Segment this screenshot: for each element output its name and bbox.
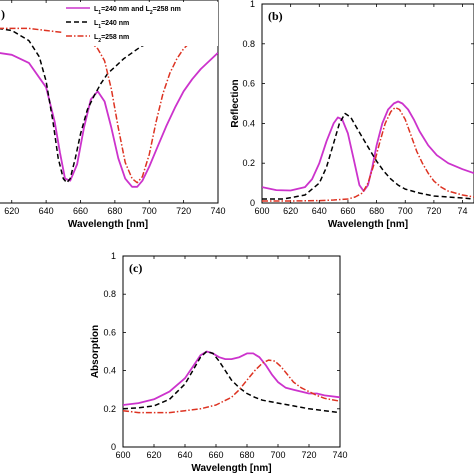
x-tick-label: 660 (340, 206, 355, 216)
y-tick-label: 1 (111, 251, 116, 261)
y-axis-label: Reflection (230, 79, 241, 127)
x-tick-label: 720 (426, 206, 441, 216)
series-line-2 (123, 359, 340, 414)
y-tick-label: 0.6 (103, 327, 116, 337)
x-tick-label: 74 (458, 206, 468, 216)
panel-b: 600 620 640 660 680 700 720 7400.20.40.60.81Wav… (230, 0, 474, 230)
y-axis-label: Absorption (90, 325, 101, 378)
series-line-2 (262, 106, 474, 202)
panel-a: 620 640 660 680 700 720 740 Wavelength [nm]) L1=… (0, 0, 226, 230)
x-tick-label: 740 (210, 206, 225, 216)
x-tick-label: 640 (177, 450, 192, 460)
x-tick-label: 680 (239, 450, 254, 460)
x-tick-label: 640 (312, 206, 327, 216)
x-tick-label: 620 (146, 450, 161, 460)
axes-frame (0, 0, 219, 204)
series-line-1 (262, 112, 474, 200)
x-tick-label: 600 (254, 206, 269, 216)
x-tick-label: 720 (301, 450, 316, 460)
legend-entry-0: L1=240 nm and L2=258 nm (94, 6, 181, 16)
x-tick-label: 700 (270, 450, 285, 460)
panel-c: 600 620 640 660 680 700 720 740 0 0.2 0.4 0.6 0.8 1 Wa… (90, 251, 348, 474)
x-axis-label: Wavelength [nm] (191, 463, 271, 474)
axes-frame (122, 255, 341, 448)
x-tick-label: 660 (208, 450, 223, 460)
series-line-1 (0, 25, 218, 184)
y-tick-label: 0.2 (242, 158, 255, 168)
y-tick-label: 0.4 (242, 118, 255, 128)
x-tick-label: 700 (398, 206, 413, 216)
series-line-0 (123, 350, 340, 406)
x-tick-label: 660 (73, 206, 88, 216)
x-axis-label: Wavelength [nm] (68, 219, 148, 230)
legend-entry-2: L2=258 nm (94, 34, 129, 44)
legend: L1=240 nm and L2=258 nm L1=240 nm L2=258 n… (62, 2, 218, 46)
y-tick-label: 1 (250, 0, 255, 9)
x-tick-label: 620 (4, 206, 19, 216)
panel-label: (b) (268, 9, 283, 23)
y-tick-label: 0.4 (103, 366, 116, 376)
x-tick-label: 600 (115, 450, 130, 460)
x-tick-label: 680 (107, 206, 122, 216)
axes-frame (261, 3, 474, 204)
y-tick-label: 0 (111, 442, 116, 452)
x-tick-label: 740 (332, 450, 347, 460)
x-tick-label: 720 (176, 206, 191, 216)
series-line-1 (123, 350, 340, 414)
series-line-2 (0, 27, 218, 184)
series-line-0 (0, 52, 218, 188)
x-axis-label: Wavelength [nm] (328, 219, 408, 230)
x-tick-label: 640 (39, 206, 54, 216)
x-tick-label: 680 (369, 206, 384, 216)
y-tick-label: 0.2 (103, 404, 116, 414)
y-tick-label: 0.6 (242, 79, 255, 89)
y-tick-label: 0 (250, 198, 255, 208)
x-tick-label: 700 (142, 206, 157, 216)
legend-entry-1: L1=240 nm (94, 20, 129, 30)
y-tick-label: 0.8 (103, 289, 116, 299)
x-tick-label: 620 (283, 206, 298, 216)
y-tick-label: 0.8 (242, 39, 255, 49)
panel-label-fragment: ) (1, 7, 5, 21)
panel-label: (c) (129, 261, 142, 275)
